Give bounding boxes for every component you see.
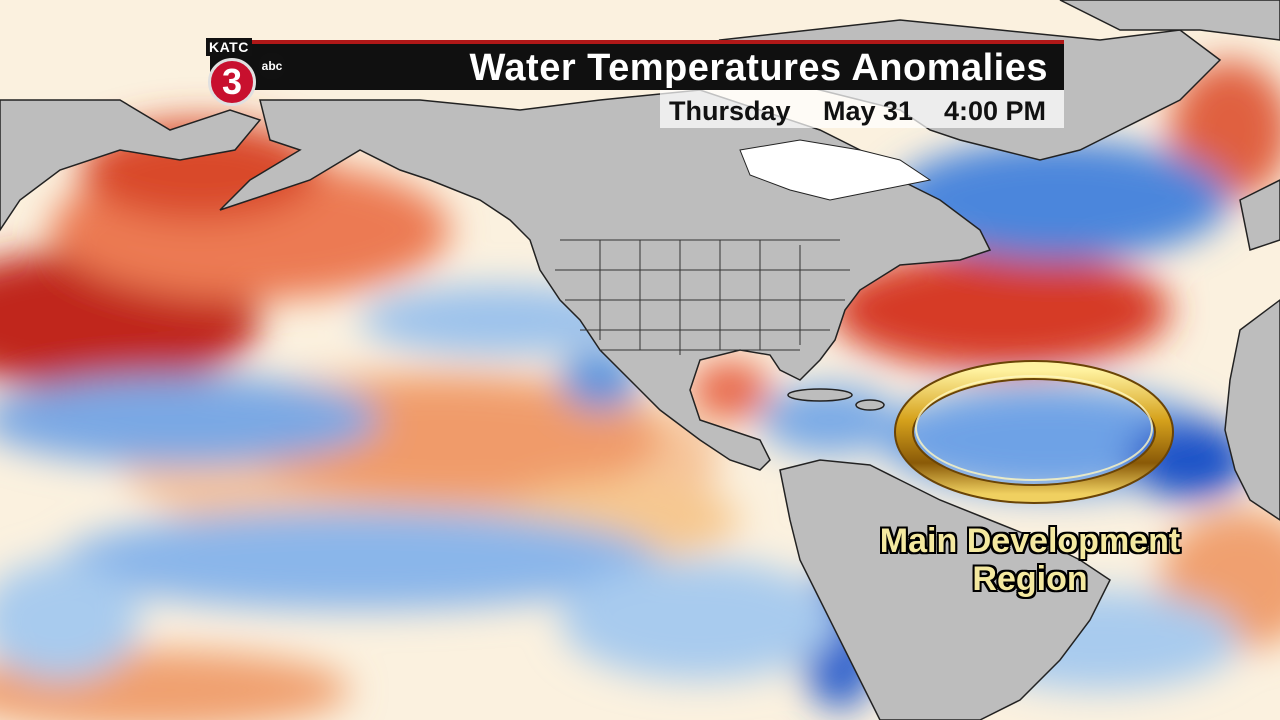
land-arctic-islands — [1059, 0, 1280, 41]
land-africa — [1224, 299, 1280, 521]
land-cuba — [787, 388, 853, 402]
state-borders — [555, 239, 850, 355]
ice-cap — [739, 139, 932, 201]
region-label-line2: Region — [972, 560, 1088, 598]
day-label: Thursday — [669, 96, 791, 126]
anomaly-field — [0, 60, 1280, 720]
station-logo: KATC 3 abc — [206, 38, 286, 112]
title-banner: Water Temperatures Anomalies — [210, 40, 1064, 90]
station-call-letters: KATC — [206, 38, 252, 56]
region-label-line1: Main Development — [879, 522, 1181, 560]
date-label: May 31 — [823, 96, 914, 126]
date-strip — [660, 90, 1064, 128]
page-title: Water Temperatures Anomalies — [469, 47, 1048, 89]
channel-number: 3 — [221, 61, 243, 102]
land-asia — [0, 99, 262, 232]
land-hispaniola — [855, 399, 885, 411]
land-south-america — [779, 459, 1111, 720]
main-development-region-label: Main Development Region — [850, 522, 1210, 598]
land-europe — [1239, 179, 1280, 251]
main-development-region-ring — [894, 360, 1174, 504]
network-logo: abc — [258, 52, 286, 80]
channel-badge: 3 — [208, 58, 256, 106]
time-label: 4:00 PM — [944, 96, 1047, 126]
